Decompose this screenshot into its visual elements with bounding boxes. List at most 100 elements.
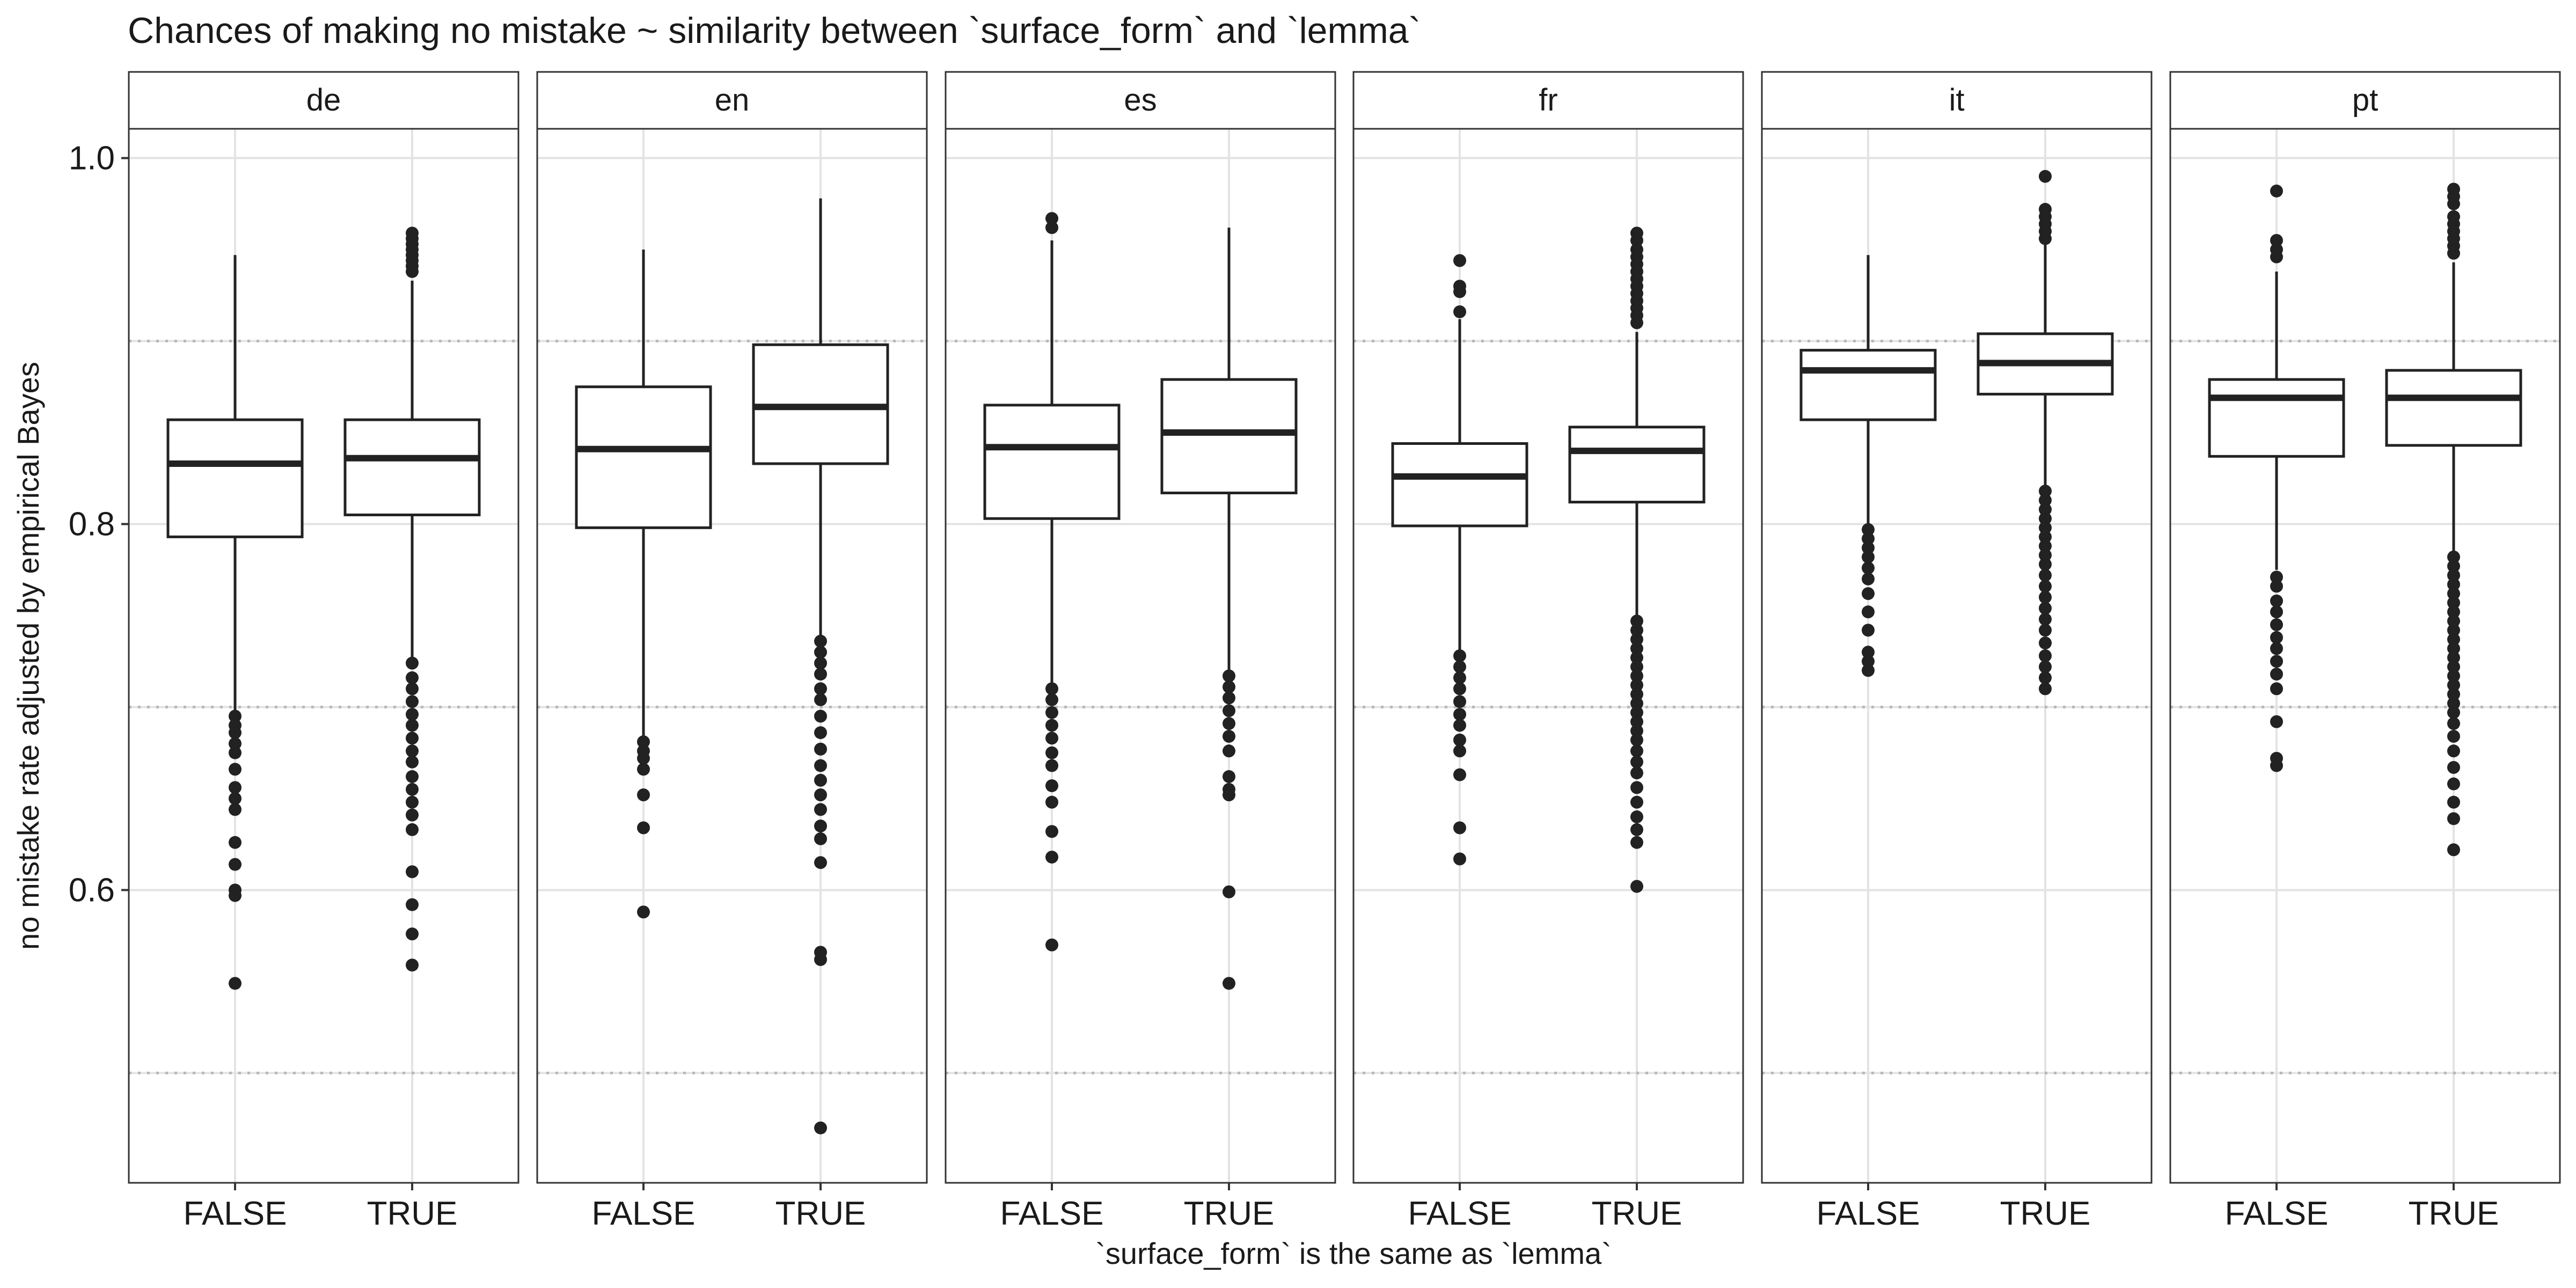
outlier-point — [1453, 254, 1466, 267]
outlier-point — [1453, 671, 1466, 684]
box-iqr — [2385, 369, 2522, 447]
outlier-point — [1453, 708, 1466, 721]
box-it-TRUE — [1977, 170, 2114, 696]
panel-background — [537, 129, 927, 1183]
outlier-point — [2039, 580, 2052, 593]
outlier-point — [637, 751, 650, 765]
outlier-point — [2039, 530, 2052, 544]
outlier-point — [1045, 693, 1058, 706]
outlier-point — [2039, 494, 2052, 507]
outlier-point — [814, 856, 827, 869]
outlier-point — [2447, 614, 2460, 628]
outlier-point — [2270, 570, 2283, 584]
outlier-point — [229, 709, 241, 723]
outlier-point — [1862, 523, 1875, 536]
outlier-point — [406, 744, 419, 758]
outlier-point — [2447, 777, 2460, 791]
facet-strip — [128, 71, 519, 130]
facet-strip — [2169, 71, 2561, 130]
outlier-point — [1862, 572, 1875, 586]
outlier-point — [1630, 795, 1643, 809]
outlier-point — [406, 671, 419, 684]
outlier-point — [2447, 730, 2460, 743]
outlier-point — [229, 836, 241, 849]
outlier-point — [2039, 232, 2052, 245]
outlier-point — [814, 832, 827, 845]
x-tick-label: TRUE — [2000, 1195, 2091, 1232]
outlier-point — [1862, 532, 1875, 545]
outlier-point — [2447, 624, 2460, 637]
outlier-point — [1630, 823, 1643, 836]
outlier-point — [814, 742, 827, 756]
outlier-point — [814, 634, 827, 648]
box-en-FALSE — [575, 250, 712, 919]
outlier-point — [637, 905, 650, 919]
outlier-point — [1630, 614, 1643, 628]
y-tick-label: 1.0 — [69, 140, 115, 177]
outlier-point — [406, 265, 419, 278]
outlier-point — [2039, 612, 2052, 626]
facet-panel-it: it FALSE TRUE — [1761, 71, 2153, 1232]
outlier-point — [2039, 671, 2052, 684]
outlier-point — [814, 803, 827, 816]
outlier-point — [2270, 580, 2283, 593]
outlier-point — [814, 773, 827, 787]
outlier-point — [2039, 521, 2052, 535]
outlier-point — [2447, 843, 2460, 857]
outlier-point — [637, 735, 650, 749]
outlier-point — [2270, 618, 2283, 632]
outlier-point — [2447, 744, 2460, 758]
outlier-point — [2447, 717, 2460, 730]
outlier-point — [229, 889, 241, 902]
outlier-point — [406, 958, 419, 972]
outlier-point — [1045, 212, 1058, 225]
outlier-point — [637, 821, 650, 835]
outlier-point — [2039, 503, 2052, 516]
outlier-point — [2270, 605, 2283, 619]
outlier-point — [1862, 550, 1875, 564]
box-pt-FALSE — [2208, 184, 2345, 772]
outlier-point — [1223, 704, 1235, 718]
outlier-point — [1862, 587, 1875, 601]
outlier-point — [406, 823, 419, 836]
outlier-point — [1045, 719, 1058, 732]
outlier-point — [2447, 697, 2460, 710]
x-tick-label: FALSE — [1000, 1195, 1104, 1232]
y-axis-title: no mistake rate adjusted by empirical Ba… — [11, 362, 45, 950]
outlier-point — [814, 1121, 827, 1135]
x-axis-title: `surface_form` is the same as `lemma` — [1095, 1236, 1612, 1270]
outlier-point — [406, 719, 419, 732]
outlier-point — [814, 759, 827, 772]
outlier-point — [2447, 687, 2460, 701]
outlier-point — [2039, 539, 2052, 553]
facet-strip-label: de — [306, 83, 341, 118]
outlier-point — [1045, 938, 1058, 952]
outlier-point — [1045, 759, 1058, 772]
outlier-point — [1630, 651, 1643, 664]
facet-panel-es: es FALSE TRUE — [945, 71, 1336, 1232]
box-iqr — [575, 385, 712, 529]
facet-panel-en: en FALSE TRUE — [536, 71, 928, 1232]
outlier-point — [2447, 550, 2460, 564]
outlier-point — [2039, 624, 2052, 637]
panel-background — [946, 129, 1335, 1183]
outlier-point — [1630, 706, 1643, 719]
facet-strip-label: fr — [1539, 83, 1557, 118]
outlier-point — [406, 927, 419, 941]
outlier-point — [1045, 795, 1058, 809]
panel-border — [536, 128, 928, 1184]
outlier-point — [1630, 660, 1643, 674]
outlier-point — [1045, 731, 1058, 745]
outlier-point — [2270, 668, 2283, 681]
outlier-point — [1453, 695, 1466, 708]
outlier-point — [2447, 246, 2460, 260]
x-tick-label: TRUE — [367, 1195, 458, 1232]
y-tick-label: 0.6 — [69, 872, 115, 909]
outlier-point — [1630, 733, 1643, 747]
outlier-point — [2270, 184, 2283, 197]
outlier-point — [814, 726, 827, 740]
outlier-point — [2447, 633, 2460, 646]
outlier-point — [1223, 680, 1235, 693]
outlier-point — [1453, 285, 1466, 298]
